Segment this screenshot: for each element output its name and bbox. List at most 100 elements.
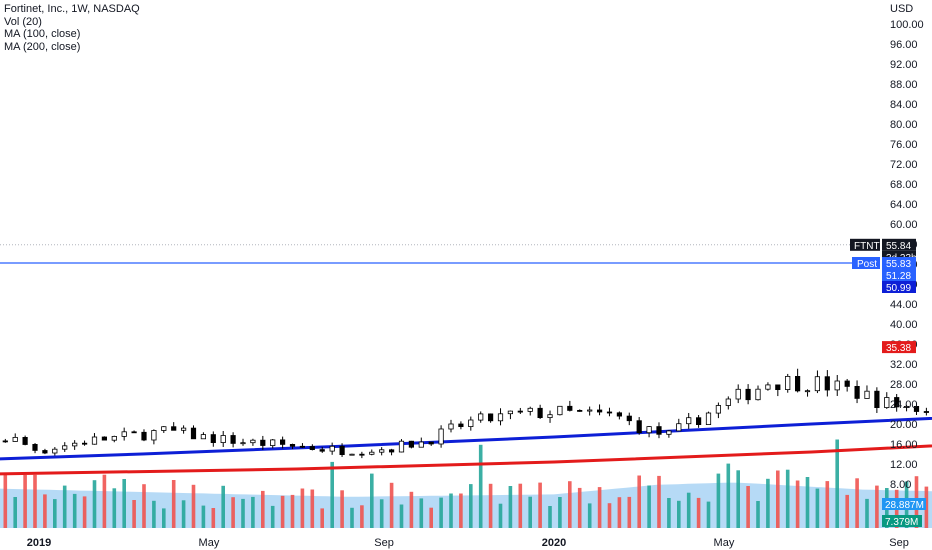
y-tick-label: 40.00 — [890, 319, 918, 331]
volume-bar — [756, 501, 760, 528]
candle-body — [22, 436, 28, 445]
candle-body — [91, 436, 98, 445]
candle-body — [309, 446, 315, 450]
volume-bar — [132, 500, 136, 528]
volume-bar — [716, 473, 721, 528]
candle-body — [111, 435, 117, 441]
candle-body — [388, 449, 395, 453]
volume-bar — [181, 500, 186, 528]
candle-body — [2, 440, 8, 443]
volume-bar — [72, 493, 77, 528]
x-tick-label: Sep — [889, 537, 909, 549]
candle-body — [517, 410, 523, 413]
candle-body — [42, 450, 48, 454]
ma200-tag-bg — [882, 341, 916, 354]
candle-layer — [2, 368, 930, 459]
volume-bar — [261, 490, 265, 528]
candle-body — [369, 451, 375, 455]
volume-bar — [43, 494, 47, 528]
legend-ma200: MA (200, close) — [4, 40, 81, 53]
volume-ma-tag: 28.887M — [885, 500, 924, 511]
volume-ma-tag-bg — [882, 498, 926, 510]
volume-bar — [627, 496, 632, 528]
y-tick-label: 88.00 — [890, 79, 918, 91]
candle-body — [923, 411, 930, 413]
volume-bar — [33, 474, 37, 528]
candle-body — [161, 426, 167, 431]
candle-body — [12, 436, 18, 442]
candle-body — [814, 376, 821, 392]
volume-bar — [637, 475, 641, 528]
y-tick-label: 24.00 — [890, 399, 918, 411]
candle-body — [686, 417, 692, 425]
candle-body — [715, 405, 722, 414]
volume-bar — [568, 481, 572, 528]
candle-body — [180, 427, 187, 431]
candle-body — [478, 413, 484, 421]
y-tick-label: 28.00 — [890, 379, 918, 391]
volume-bar — [360, 505, 364, 528]
candle-body — [636, 420, 642, 434]
volume-bar — [251, 496, 255, 528]
currency-label: USD — [890, 3, 913, 15]
y-tick-label: 12.00 — [890, 459, 918, 471]
volume-bar — [548, 506, 552, 528]
volume-tag: 7.379M — [885, 517, 918, 528]
x-tick-label: May — [199, 537, 220, 549]
volume-bar — [320, 508, 324, 528]
legend-volume: Vol (20) — [4, 15, 42, 28]
post-price-tag: 55.83 — [886, 259, 911, 270]
volume-bar — [875, 485, 879, 528]
ma100-alt-tag-bg — [882, 281, 916, 293]
volume-bar — [597, 487, 602, 528]
volume-bar — [370, 473, 374, 528]
candle-body — [834, 380, 840, 391]
candle-body — [240, 442, 246, 445]
volume-bar — [587, 503, 592, 528]
volume-bar — [3, 473, 8, 528]
candle-body — [418, 441, 424, 448]
volume-bar — [449, 493, 453, 528]
volume-bar — [785, 469, 790, 528]
candle-body — [141, 431, 147, 441]
volume-bar — [122, 479, 126, 528]
volume-bar — [409, 491, 414, 528]
countdown-tag-bg — [882, 250, 916, 263]
x-tick-label: Sep — [374, 537, 394, 549]
candle-body — [864, 390, 870, 399]
candle-body — [230, 435, 236, 444]
candle-body — [874, 390, 880, 409]
candle-body — [676, 423, 682, 432]
volume-bar — [657, 475, 661, 528]
volume-bar — [686, 492, 691, 528]
post-label-bg — [852, 257, 880, 269]
candle-body — [884, 397, 890, 409]
line-layer — [0, 244, 932, 476]
volume-bar — [736, 470, 740, 528]
volume-bar — [290, 494, 295, 528]
legend-title: Fortinet, Inc., 1W, NASDAQ — [4, 3, 140, 15]
y-tick-label: 96.00 — [890, 39, 918, 51]
candle-body — [448, 423, 454, 430]
volume-bar — [142, 484, 146, 528]
candle-body — [428, 441, 434, 445]
volume-bar — [667, 498, 671, 528]
candle-body — [151, 430, 157, 441]
candle-body — [487, 413, 494, 422]
volume-bar — [815, 488, 820, 528]
candle-body — [349, 453, 355, 456]
candle-body — [913, 405, 920, 412]
candle-body — [270, 439, 276, 446]
candle-body — [250, 439, 256, 444]
candle-body — [854, 385, 860, 399]
volume-bar — [488, 483, 493, 528]
volume-bar — [82, 496, 87, 528]
volume-bar — [112, 488, 117, 528]
volume-bar — [162, 508, 166, 528]
candle-body — [557, 405, 563, 416]
candle-body — [547, 414, 553, 419]
volume-bar — [152, 500, 156, 528]
candle-body — [567, 405, 573, 411]
candle-body — [725, 398, 731, 406]
